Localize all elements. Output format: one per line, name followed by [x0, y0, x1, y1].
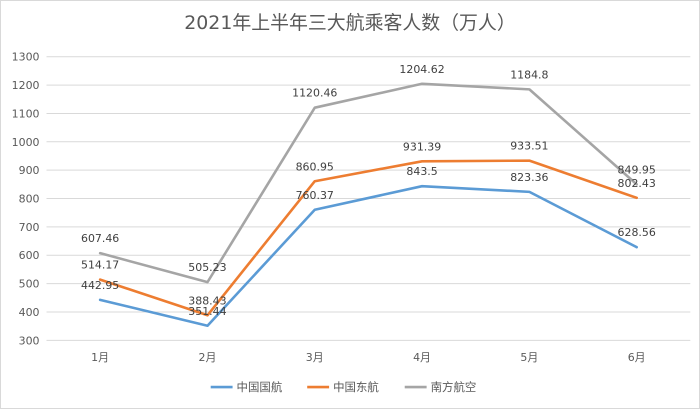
data-label: 933.51 — [510, 140, 548, 153]
data-label: 843.5 — [406, 165, 437, 178]
y-tick-label: 900 — [19, 164, 40, 177]
data-labels: 442.95 351.44 760.37 843.5 823.36 628.56 514.1… — [81, 63, 656, 318]
data-label: 849.95 — [618, 163, 656, 176]
y-tick-label: 1300 — [12, 51, 40, 64]
legend-label: 中国国航 — [237, 380, 283, 394]
y-tick-label: 600 — [19, 249, 40, 262]
y-tick-label: 700 — [19, 221, 40, 234]
data-label: 628.56 — [618, 226, 656, 239]
y-axis-ticks: 300 400 500 600 700 800 900 1000 1100 1200 1300 — [12, 51, 40, 348]
x-axis-ticks: 1月 2月 3月 4月 5月 6月 — [91, 351, 645, 364]
y-tick-label: 300 — [19, 334, 40, 347]
y-tick-label: 400 — [19, 306, 40, 319]
data-label: 760.37 — [296, 189, 334, 202]
data-label: 802.43 — [618, 177, 656, 190]
y-tick-label: 500 — [19, 278, 40, 291]
data-label: 505.23 — [188, 261, 226, 274]
x-tick-label: 6月 — [628, 351, 646, 364]
chart-title: 2021年上半年三大航乘客人数（万人） — [184, 12, 515, 34]
legend-label: 中国东航 — [333, 380, 379, 394]
y-tick-label: 1100 — [12, 107, 40, 120]
y-tick-label: 800 — [19, 193, 40, 206]
x-tick-label: 5月 — [520, 351, 538, 364]
legend: 中国国航 中国东航 南方航空 — [210, 380, 477, 394]
x-tick-label: 4月 — [413, 351, 431, 364]
series-lines — [98, 82, 638, 327]
data-label: 860.95 — [296, 160, 334, 173]
legend-label: 南方航空 — [431, 380, 477, 394]
x-tick-label: 3月 — [306, 351, 324, 364]
x-tick-label: 1月 — [91, 351, 109, 364]
data-label: 823.36 — [510, 171, 548, 184]
data-label: 607.46 — [81, 232, 119, 245]
data-label: 1184.8 — [510, 68, 548, 81]
y-tick-label: 1000 — [12, 136, 40, 149]
data-label: 931.39 — [403, 140, 441, 153]
series-line — [98, 159, 638, 317]
data-label: 388.43 — [188, 294, 226, 307]
x-tick-label: 2月 — [198, 351, 216, 364]
y-tick-label: 1200 — [12, 79, 40, 92]
data-label: 1120.46 — [292, 87, 337, 100]
series-line — [98, 82, 638, 284]
data-label: 442.95 — [81, 279, 119, 292]
data-label: 1204.62 — [399, 63, 444, 76]
series-line — [98, 184, 638, 327]
data-label: 514.17 — [81, 259, 119, 272]
data-label: 351.44 — [188, 305, 226, 318]
